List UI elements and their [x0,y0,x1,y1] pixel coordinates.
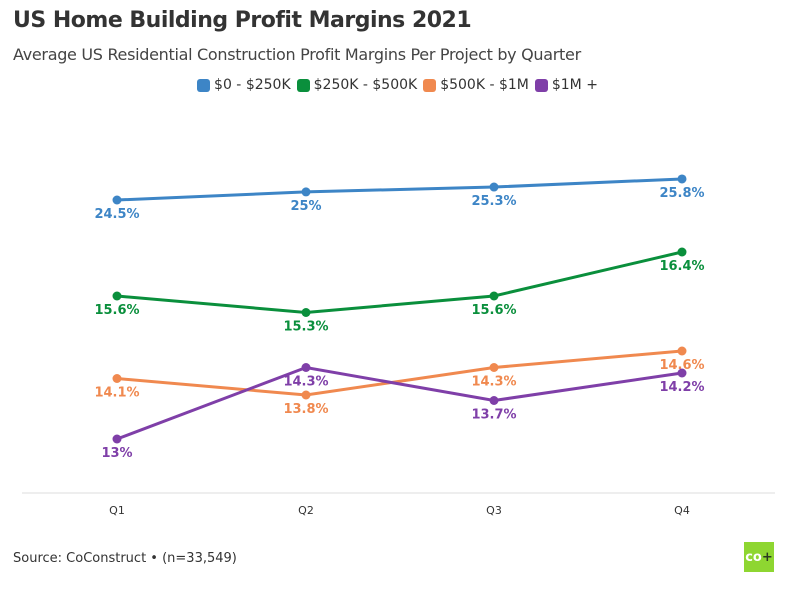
data-point[interactable] [301,363,311,372]
chart-title: US Home Building Profit Margins 2021 [13,8,472,33]
legend-swatch [296,78,310,92]
data-label: 14.2% [659,380,704,395]
data-point[interactable] [112,291,122,301]
x-tick-label: Q2 [298,504,314,517]
legend-swatch [423,78,437,92]
logo-plus: + [761,549,773,565]
source-note: Source: CoConstruct • (n=33,549) [13,551,237,566]
data-point[interactable] [677,247,687,257]
legend-label: $1M + [551,77,598,93]
legend-label: $0 - $250K [214,77,291,93]
data-label: 14.3% [471,375,516,390]
legend-label: $250K - $500K [313,77,418,93]
x-tick-label: Q3 [486,504,502,517]
legend-item[interactable]: $250K - $500K [296,77,418,93]
data-label: 24.5% [94,207,139,222]
data-point[interactable] [677,346,687,356]
data-label: 14.3% [283,375,328,390]
data-point[interactable] [677,174,687,184]
chart-subtitle: Average US Residential Construction Prof… [13,45,581,64]
data-label: 13.7% [471,408,516,423]
data-label: 14.1% [94,386,139,401]
data-label: 15.6% [94,303,139,318]
legend-item[interactable]: $1M + [534,77,598,93]
data-label: 15.3% [283,320,328,335]
legend-item[interactable]: $500K - $1M [423,77,529,93]
data-point[interactable] [112,374,122,383]
data-label: 25.8% [659,186,704,201]
data-point[interactable] [301,390,311,400]
data-point[interactable] [112,195,122,205]
data-point[interactable] [301,187,311,197]
data-point[interactable] [677,368,687,378]
data-point[interactable] [112,434,122,444]
data-label: 14.6% [659,358,704,373]
data-label: 13.8% [283,402,328,417]
legend: $0 - $250K $250K - $500K $500K - $1M $1M + [0,77,797,93]
data-point[interactable] [489,182,499,192]
x-tick-label: Q4 [674,504,690,517]
series-line [116,365,683,441]
legend-item[interactable]: $0 - $250K [197,77,291,93]
series-line [116,349,683,397]
data-point[interactable] [489,396,499,405]
legend-label: $500K - $1M [440,77,529,93]
data-point[interactable] [489,363,499,372]
data-label: 25.3% [471,194,516,209]
series-line [116,250,683,315]
data-point[interactable] [301,308,311,317]
series-line [116,177,683,202]
legend-swatch [197,78,211,92]
data-label: 25% [290,199,321,214]
data-label: 16.4% [659,259,704,274]
x-tick-label: Q1 [109,504,125,517]
logo-text: co [745,549,762,565]
data-label: 15.6% [471,303,516,318]
data-point[interactable] [489,291,499,301]
legend-swatch [534,78,548,92]
coconstruct-logo: co + [744,542,774,572]
data-label: 13% [101,446,132,461]
